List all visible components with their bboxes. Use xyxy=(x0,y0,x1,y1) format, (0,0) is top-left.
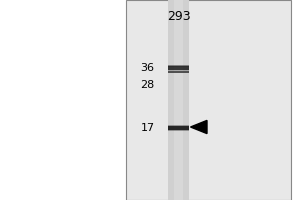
Bar xyxy=(168,67,189,73)
Bar xyxy=(126,0,291,200)
Text: 36: 36 xyxy=(140,63,154,73)
Bar xyxy=(174,0,183,200)
Text: 28: 28 xyxy=(140,80,154,90)
Bar xyxy=(168,66,189,70)
Bar xyxy=(168,125,189,131)
Polygon shape xyxy=(190,120,207,134)
Bar xyxy=(168,126,189,130)
Bar xyxy=(168,71,189,73)
Bar xyxy=(168,0,189,200)
Bar xyxy=(168,65,189,67)
Text: 17: 17 xyxy=(140,123,154,133)
Text: 293: 293 xyxy=(167,10,190,23)
